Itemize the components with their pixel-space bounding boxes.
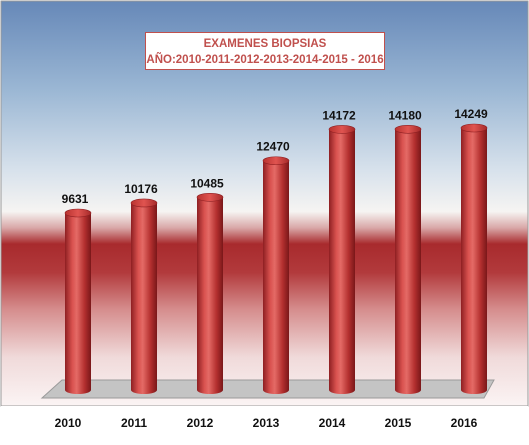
bar-body-2014 [329,129,355,394]
bar-2010 [64,208,92,394]
value-labels: 9631 10176 10485 12470 14172 14180 14249 [62,107,488,206]
value-label-2012: 10485 [190,176,224,190]
bar-top-2013 [262,156,290,166]
chart-subtitle: AÑO:2010-2011-2012-2013-2014-2015 - 2016 [146,54,384,66]
axis-strip [1,406,528,444]
bar-top-2015 [394,124,422,134]
value-label-2015: 14180 [388,108,422,122]
bar-2015 [394,124,422,395]
category-label-2015: 2015 [385,416,412,430]
bar-2011 [130,198,158,394]
bar-body-2011 [131,202,157,394]
category-label-2014: 2014 [319,416,346,430]
chart-title: EXAMENES BIOPSIAS [203,38,327,50]
bar-top-2014 [328,125,356,134]
category-label-2012: 2012 [187,416,214,430]
bar-top-2012 [196,192,224,202]
bar-body-2016 [461,128,487,394]
bar-top-2011 [130,198,158,208]
value-label-2016: 14249 [454,107,488,121]
category-label-2010: 2010 [55,416,82,430]
chart-title-box: EXAMENES BIOPSIAS AÑO:2010-2011-2012-201… [145,32,385,70]
bar-body-2013 [263,160,289,394]
category-label-2016: 2016 [451,416,478,430]
bars [64,123,488,395]
category-label-2013: 2013 [253,416,280,430]
value-label-2011: 10176 [124,182,158,196]
value-label-2014: 14172 [322,108,356,122]
bar-2013 [262,156,290,394]
bar-2012 [196,192,224,394]
bar-top-2016 [460,123,488,133]
value-label-2013: 12470 [256,140,290,154]
bar-body-2010 [65,213,91,394]
bar-body-2015 [395,129,421,395]
bar-top-2010 [64,208,92,218]
bar-2016 [460,123,488,394]
category-labels: 2010 2011 2012 2013 2014 2015 2016 [55,416,478,430]
category-label-2011: 2011 [121,416,147,430]
value-label-2010: 9631 [62,192,89,206]
bar-2014 [328,125,356,394]
bar-body-2012 [197,197,223,394]
